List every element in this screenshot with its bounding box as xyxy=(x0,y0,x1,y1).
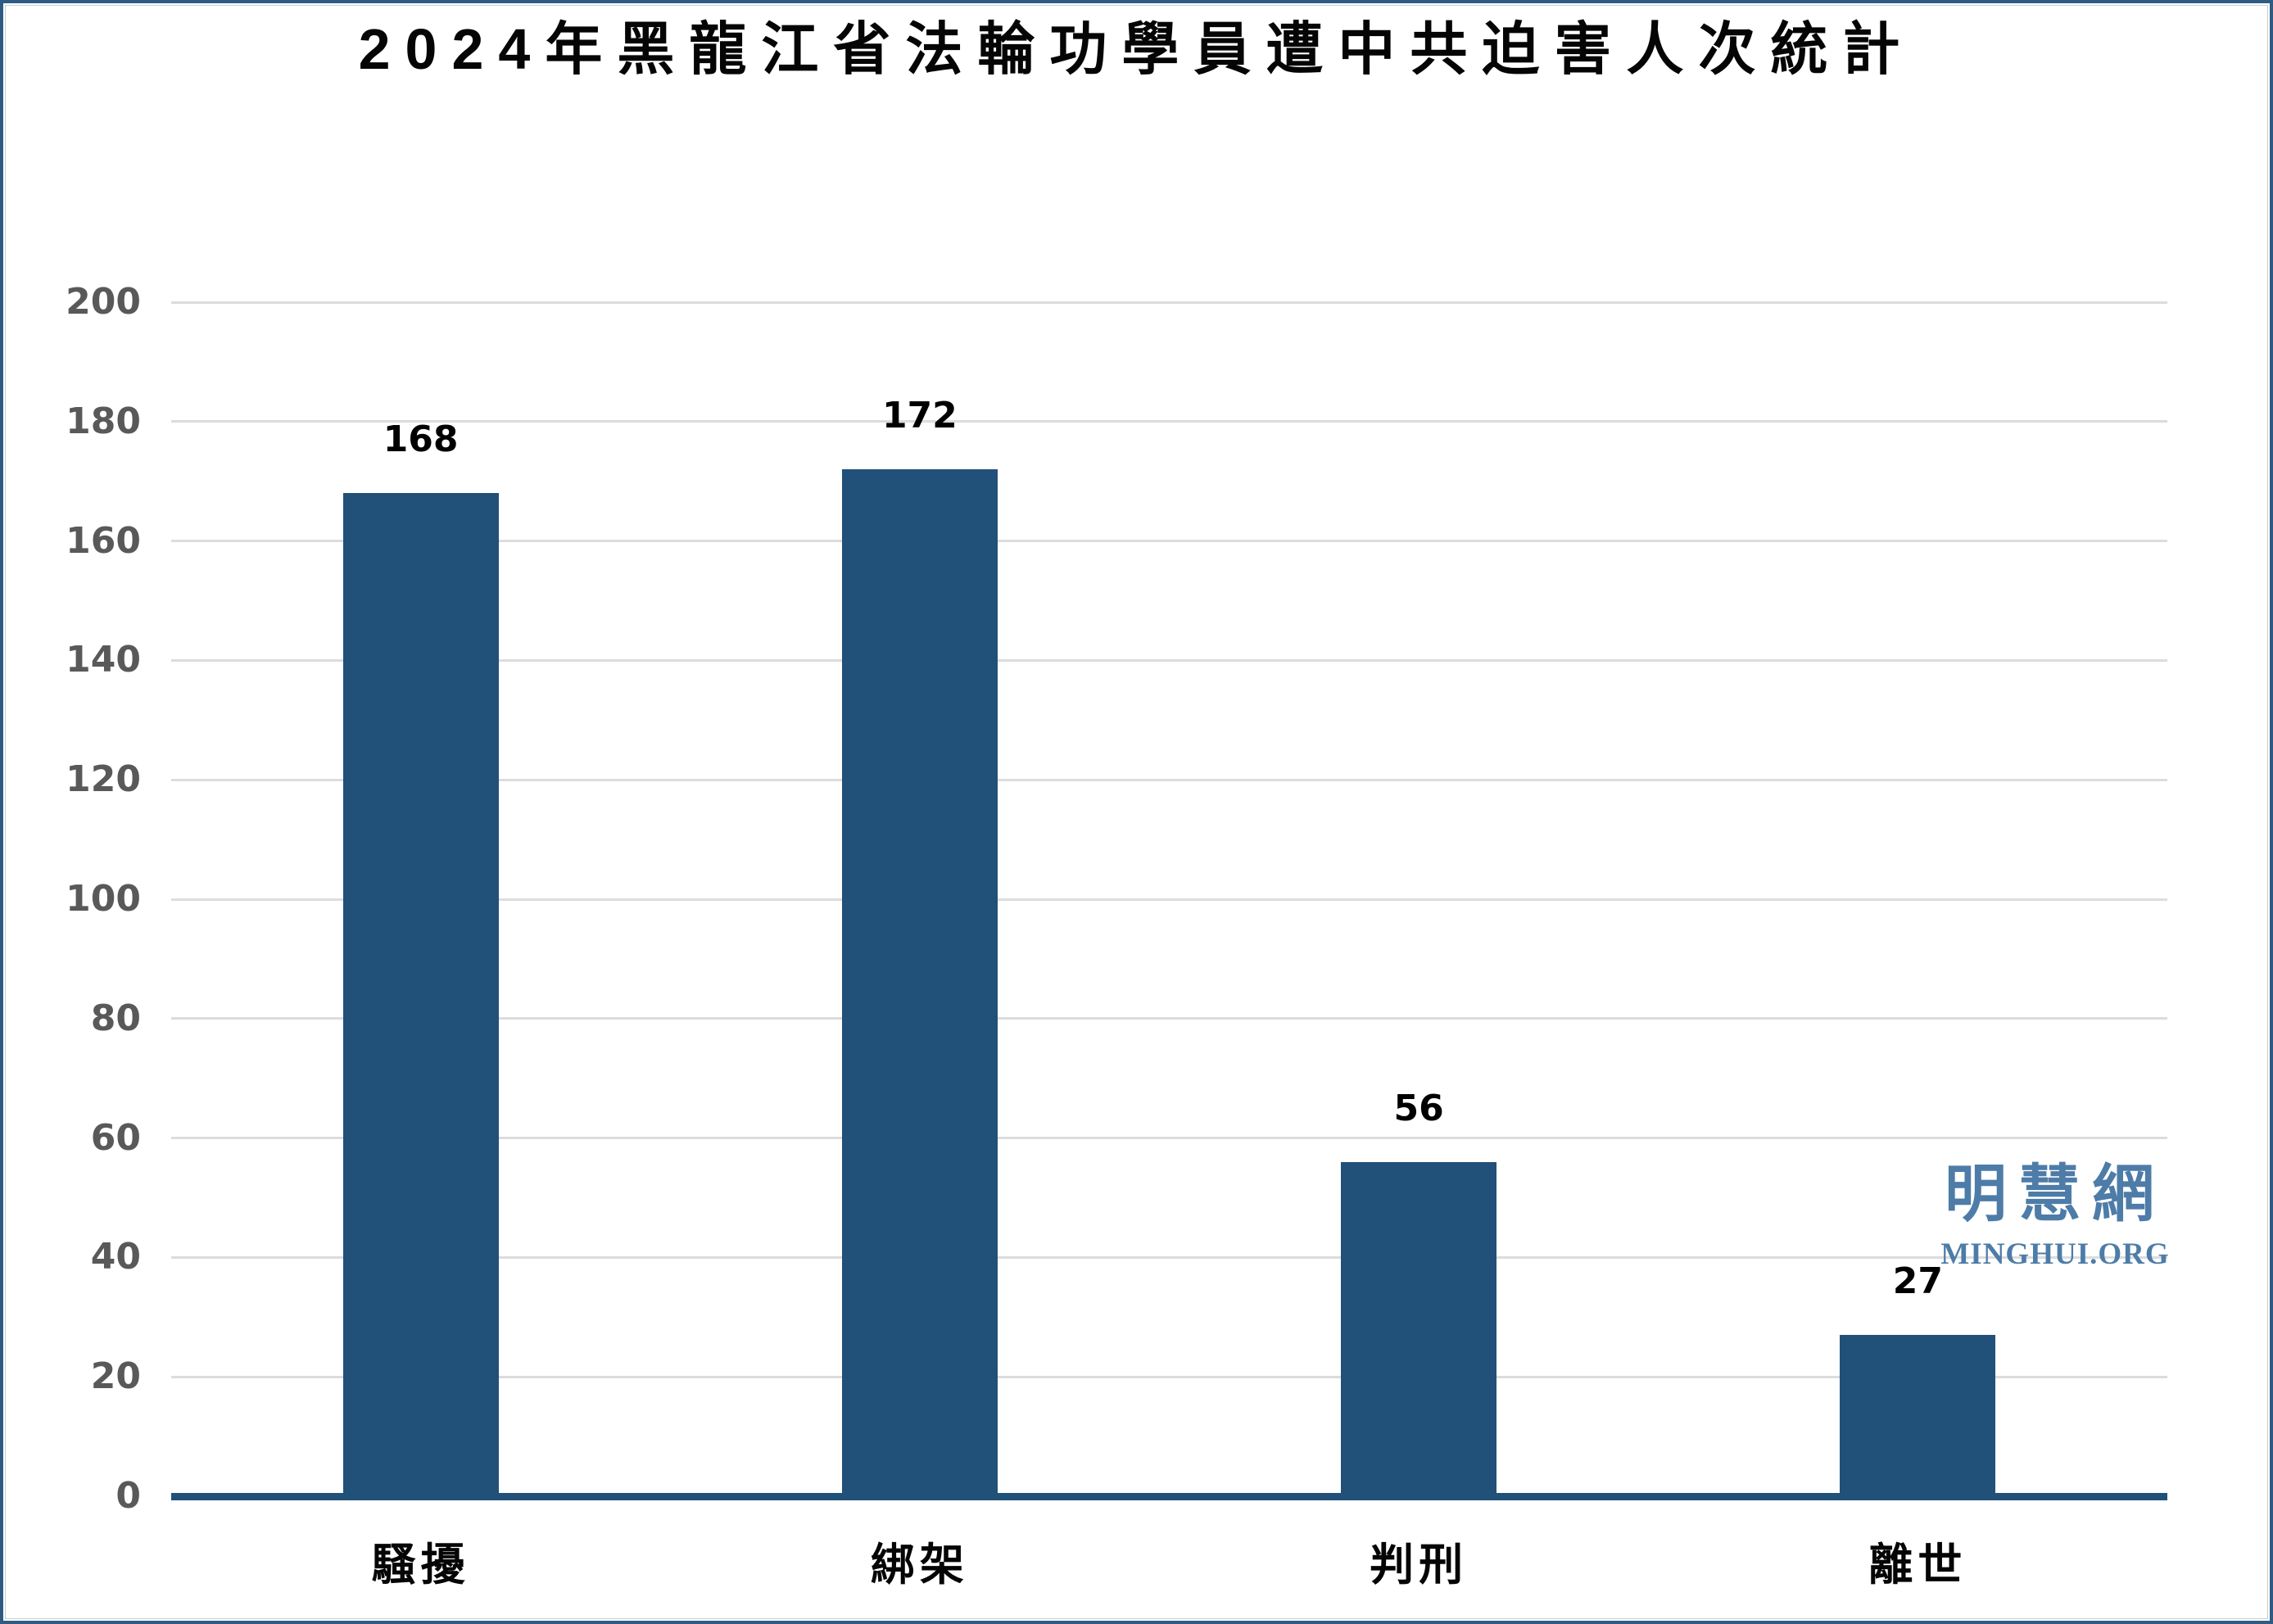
bar xyxy=(1341,1161,1497,1496)
gridline xyxy=(171,420,2167,423)
gridline xyxy=(171,658,2167,662)
gridline xyxy=(171,1375,2167,1378)
gridline xyxy=(171,778,2167,781)
x-category-label: 騷擾 xyxy=(371,1540,470,1590)
y-tick-label: 0 xyxy=(115,1475,141,1517)
bar xyxy=(342,493,499,1496)
minghui-url-text: MINGHUI.ORG xyxy=(1940,1237,2170,1271)
gridline xyxy=(171,1255,2167,1259)
y-tick-label: 180 xyxy=(66,400,141,442)
gridline xyxy=(171,1137,2167,1140)
y-tick-label: 100 xyxy=(66,878,141,920)
y-tick-label: 200 xyxy=(66,281,141,323)
bar xyxy=(1840,1335,1996,1496)
bar-value-label: 168 xyxy=(383,418,459,461)
x-category-label: 綁架 xyxy=(870,1540,969,1590)
bar xyxy=(841,469,998,1496)
bar-value-label: 27 xyxy=(1892,1260,1943,1303)
y-tick-label: 40 xyxy=(90,1236,141,1278)
bar-value-label: 56 xyxy=(1393,1087,1444,1129)
chart-title: 2024年黑龍江省法輪功學員遭中共迫害人次統計 xyxy=(358,17,1915,81)
plot-area: 168 172 56 27 xyxy=(171,301,2167,1500)
y-tick-label: 120 xyxy=(66,758,141,801)
y-tick-label: 20 xyxy=(90,1355,141,1398)
gridline xyxy=(171,301,2167,304)
bar-value-label: 172 xyxy=(881,395,958,437)
gridline xyxy=(171,898,2167,901)
y-tick-label: 160 xyxy=(66,519,141,562)
x-category-label: 判刑 xyxy=(1370,1540,1469,1590)
minghui-logo-text: 明慧網 xyxy=(1945,1160,2166,1229)
x-axis-category-labels: 騷擾 綁架 判刑 離世 xyxy=(171,1528,2167,1593)
y-tick-label: 80 xyxy=(90,997,141,1039)
y-tick-label: 60 xyxy=(90,1116,141,1159)
gridline xyxy=(171,1017,2167,1020)
y-tick-label: 140 xyxy=(66,639,141,681)
x-category-label: 離世 xyxy=(1868,1540,1967,1590)
gridline xyxy=(171,540,2167,543)
x-axis-line xyxy=(171,1493,2167,1500)
minghui-watermark: 明慧網 MINGHUI.ORG xyxy=(1918,1143,2192,1272)
